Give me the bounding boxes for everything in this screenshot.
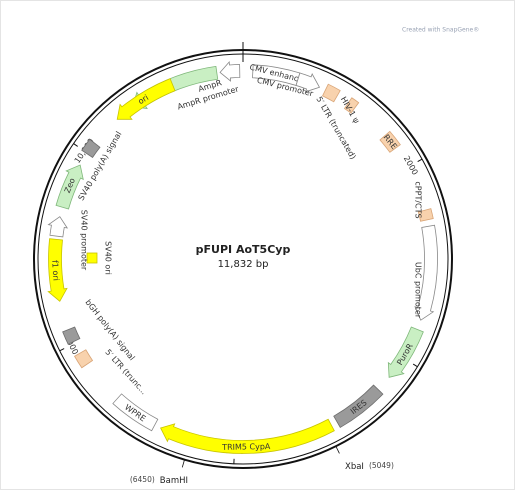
feature — [47, 216, 69, 238]
plasmid-name: pFUPI AoT5Cyp — [196, 243, 291, 256]
feature — [112, 393, 159, 432]
feature — [333, 384, 384, 428]
feature — [322, 83, 341, 103]
feature — [86, 252, 98, 264]
tick-mark — [417, 158, 423, 163]
feature — [295, 72, 321, 93]
tick-mark — [73, 143, 78, 147]
site-position: (5049) — [369, 461, 394, 470]
feature — [387, 326, 424, 378]
feature — [219, 60, 241, 82]
feature — [414, 224, 438, 321]
feature — [379, 130, 401, 153]
tick-mark — [412, 363, 418, 368]
feature — [116, 78, 176, 120]
feature — [74, 349, 94, 369]
tick-mark — [59, 348, 65, 352]
site-label: XbaI (5049) — [345, 461, 394, 472]
site-position: (6450) — [130, 475, 155, 484]
feature-label: cPPT/CTS — [414, 181, 423, 218]
site-tick — [181, 459, 185, 468]
feature-label: f1 ori — [50, 260, 60, 281]
feature — [160, 418, 335, 454]
feature-label: UbC promoter — [414, 262, 423, 319]
feature — [62, 326, 81, 345]
feature — [55, 164, 84, 210]
site-label: (6450) BamHI — [130, 475, 188, 486]
feature — [343, 97, 360, 114]
site-tick — [335, 446, 340, 454]
feature — [81, 138, 101, 159]
site-name: XbaI — [345, 462, 364, 472]
feature-label: SV40 ori — [104, 241, 113, 275]
feature — [417, 208, 434, 222]
feature — [47, 238, 68, 302]
site-name: BamHI — [160, 476, 188, 486]
feature-label: SV40 promoter — [80, 210, 89, 271]
plasmid-length: 11,832 bp — [218, 259, 269, 270]
watermark: Created with SnapGene® — [402, 27, 479, 34]
feature-label: TRIM5 CypA — [221, 442, 271, 452]
